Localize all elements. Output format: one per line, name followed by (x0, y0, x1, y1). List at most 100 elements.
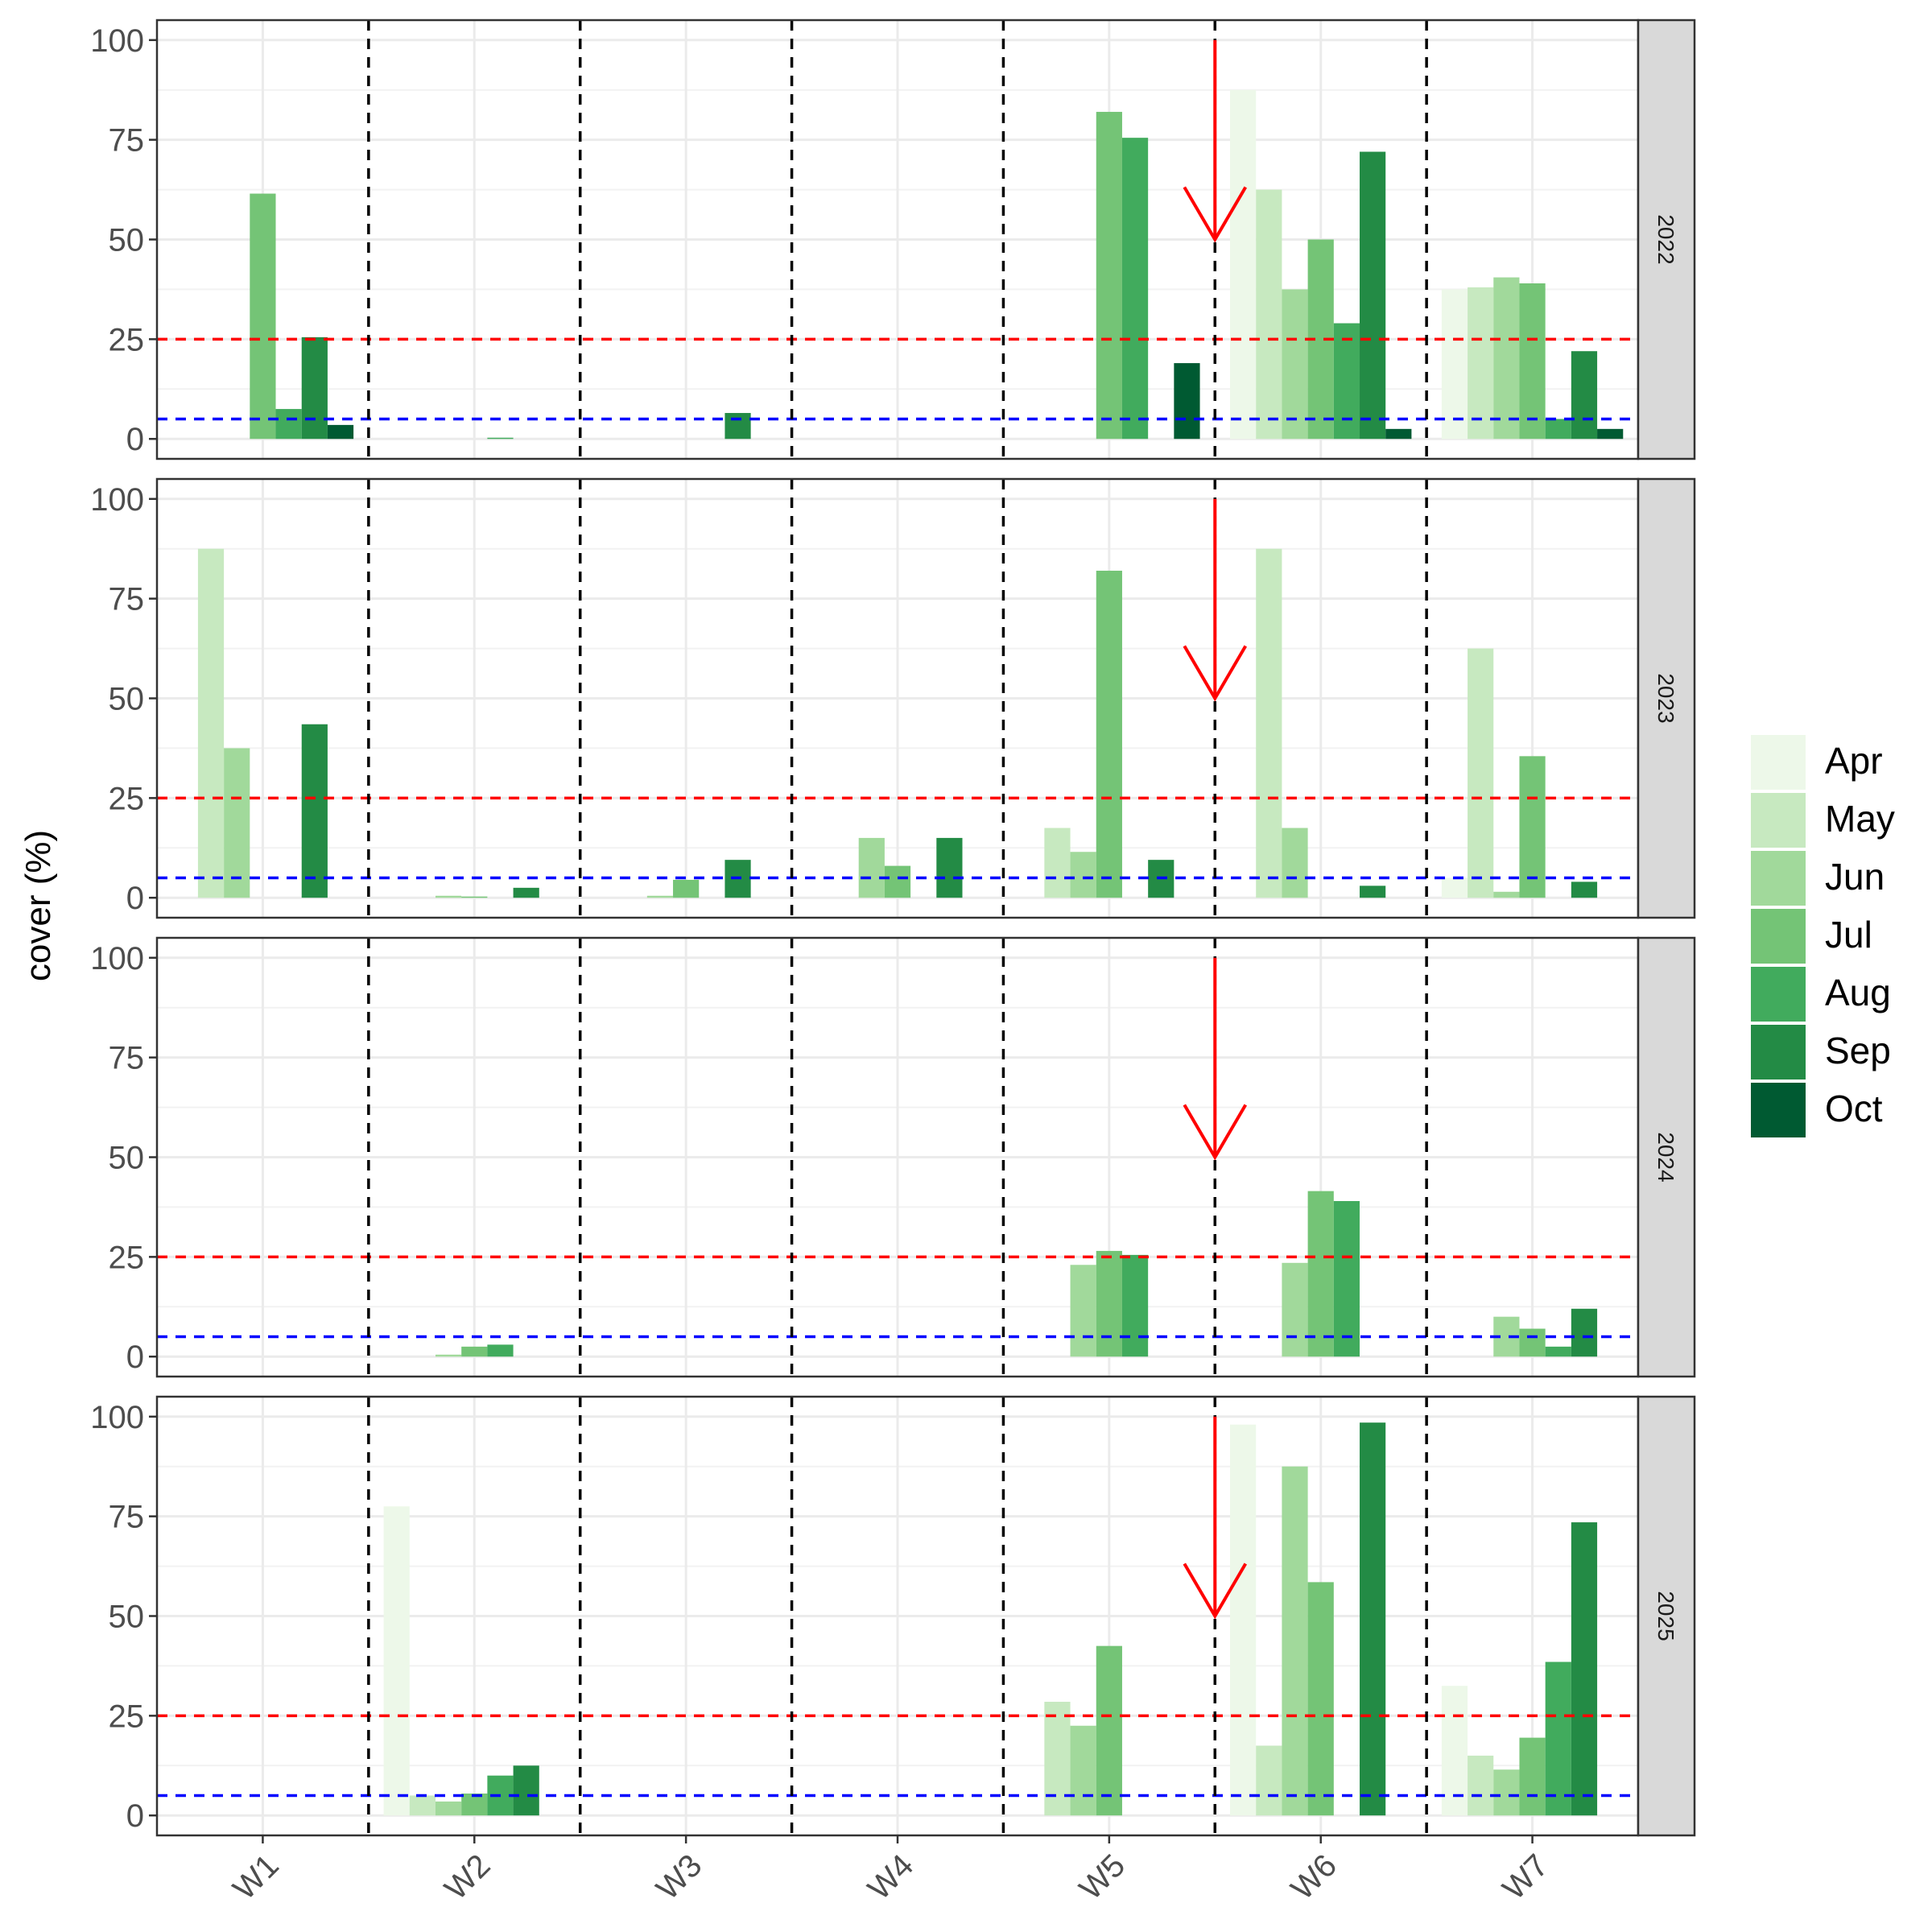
bar-W2-Aug (487, 1344, 514, 1357)
facet-strip-label: 2023 (1653, 673, 1678, 723)
bar-W1-Jun (224, 748, 250, 898)
y-tick-label: 100 (90, 23, 144, 59)
y-tick-label: 25 (109, 781, 145, 816)
legend-key-Sep (1751, 1025, 1806, 1080)
legend-label-Apr: Apr (1825, 740, 1883, 782)
legend-key-Jul (1751, 909, 1806, 964)
y-axis-label: cover (%) (19, 830, 58, 981)
bar-W5-Jul (1096, 570, 1122, 898)
bar-W1-Sep (301, 336, 328, 440)
y-tick-label: 100 (90, 482, 144, 518)
arrow-head (1183, 1563, 1248, 1620)
bar-W6-Jul (1307, 1191, 1334, 1357)
legend-label-Jul: Jul (1825, 914, 1872, 956)
bar-W6-Jun (1282, 828, 1308, 898)
bar-W7-Apr (1441, 877, 1468, 898)
y-tick-label: 100 (90, 1400, 144, 1435)
y-tick-label: 0 (126, 1340, 144, 1375)
y-tick-label: 25 (109, 1699, 145, 1734)
y-tick-label: 0 (126, 1798, 144, 1834)
bar-W6-Aug (1333, 1201, 1360, 1357)
bar-W7-Aug (1545, 419, 1571, 440)
bar-W1-Oct (327, 424, 354, 440)
bar-W7-Aug (1545, 1346, 1571, 1357)
legend: Apr May Jun Jul Aug Sep Oct (1751, 735, 1895, 1137)
bar-W7-Aug (1545, 1662, 1571, 1816)
x-tick-label: W4 (861, 1847, 921, 1907)
bar-W3-Jul (673, 879, 700, 898)
facet-strip (1637, 936, 1696, 1378)
bar-W7-Sep (1571, 351, 1598, 440)
facet-strip-label: 2024 (1653, 1132, 1678, 1182)
bar-W5-May (1044, 828, 1071, 898)
bar-W3-Jun (646, 895, 674, 898)
legend-key-Aug (1751, 967, 1806, 1022)
legend-key-Oct (1751, 1083, 1806, 1137)
arrow-head (1183, 645, 1248, 702)
y-tick-label: 25 (109, 322, 145, 357)
y-tick-label: 25 (109, 1240, 145, 1275)
bar-W2-Jul (461, 1346, 488, 1357)
legend-key-Jun (1751, 851, 1806, 906)
bar-W2-Jul (461, 896, 488, 898)
bar-W2-Sep (513, 1765, 539, 1816)
panel-2022: 0 25 50 75 100 2022 (90, 19, 1696, 460)
legend-label-Sep: Sep (1825, 1030, 1891, 1071)
x-tick-label: W3 (650, 1847, 709, 1907)
bar-W6-May (1256, 189, 1282, 440)
bar-W6-Jun (1282, 1466, 1308, 1816)
bar-W2-Jul (461, 1793, 488, 1816)
bar-W7-Sep (1571, 1308, 1598, 1357)
bar-W6-Sep (1360, 1422, 1386, 1816)
red-arrow (1183, 1416, 1248, 1620)
legend-label-Aug: Aug (1825, 972, 1891, 1013)
y-tick-label: 75 (109, 582, 145, 617)
bar-W5-Jul (1096, 1645, 1122, 1816)
bar-W1-Sep (301, 724, 328, 898)
bar-W1-May (197, 548, 225, 898)
y-tick-label: 75 (109, 123, 145, 159)
bar-W6-Oct (1385, 428, 1412, 440)
panel-2025: 0 25 50 75 100 2025 (90, 1395, 1696, 1837)
y-tick-label: 0 (126, 881, 144, 916)
bar-W7-Oct (1597, 428, 1624, 440)
bar-W5-Jul (1096, 111, 1122, 440)
y-tick-label: 50 (109, 1141, 145, 1176)
bar-W7-Sep (1571, 1522, 1598, 1816)
bar-W7-Jun (1493, 891, 1520, 898)
y-tick-label: 75 (109, 1041, 145, 1076)
bar-W6-May (1256, 548, 1282, 898)
bar-W6-May (1256, 1745, 1282, 1816)
bar-W7-Jul (1519, 1328, 1546, 1357)
bar-W7-Apr (1441, 289, 1468, 440)
legend-key-May (1751, 793, 1806, 848)
bar-W2-Sep (513, 887, 539, 898)
y-tick-label: 0 (126, 422, 144, 457)
bar-W6-Apr (1230, 89, 1257, 440)
bar-W2-Jun (435, 1801, 462, 1816)
x-tick-label: W5 (1073, 1847, 1133, 1907)
red-arrow (1183, 39, 1248, 243)
bar-W6-Jun (1282, 289, 1308, 440)
bar-W2-Aug (487, 437, 514, 440)
bar-W5-Jun (1070, 1265, 1096, 1357)
bar-W7-Jun (1493, 1769, 1520, 1816)
bar-W7-Jul (1519, 756, 1546, 898)
facet-strip (1637, 477, 1696, 919)
bar-W7-Jul (1519, 283, 1546, 440)
y-tick-label: 50 (109, 223, 145, 258)
bar-W5-Aug (1121, 1254, 1149, 1357)
bar-W7-May (1468, 648, 1494, 898)
bar-W7-Apr (1441, 1686, 1468, 1816)
legend-label-May: May (1825, 798, 1895, 840)
red-arrow (1183, 498, 1248, 702)
bar-W6-Sep (1360, 886, 1386, 898)
bar-W6-Apr (1230, 1424, 1257, 1816)
bar-W2-Jun (435, 895, 462, 898)
y-tick-label: 75 (109, 1500, 145, 1535)
bar-W1-Jul (250, 193, 276, 440)
legend-label-Oct: Oct (1825, 1088, 1883, 1129)
y-tick-label: 50 (109, 1600, 145, 1635)
bar-W4-Jun (858, 837, 885, 898)
